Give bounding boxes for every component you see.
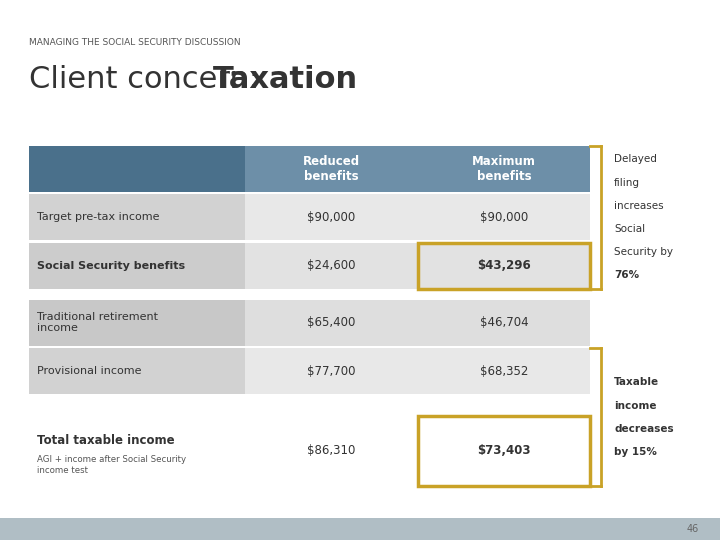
Bar	[245, 348, 418, 394]
Text: $90,000: $90,000	[480, 211, 528, 224]
Bar	[245, 194, 418, 240]
Text: $65,400: $65,400	[307, 316, 356, 329]
Bar	[245, 146, 418, 192]
Text: Target pre-tax income: Target pre-tax income	[37, 212, 160, 222]
Text: filing: filing	[614, 178, 640, 187]
Text: $77,700: $77,700	[307, 364, 356, 378]
Bar	[29, 146, 245, 192]
Text: Maximum
benefits: Maximum benefits	[472, 155, 536, 183]
Text: Client concern:: Client concern:	[29, 65, 269, 94]
Bar	[418, 348, 590, 394]
Text: $86,310: $86,310	[307, 444, 356, 457]
Bar	[29, 243, 245, 289]
Bar	[418, 146, 590, 192]
Bar	[0, 518, 720, 540]
Text: Delayed: Delayed	[614, 154, 657, 164]
Bar	[29, 194, 245, 240]
Text: increases: increases	[614, 201, 664, 211]
Bar	[418, 300, 590, 346]
Bar	[418, 194, 590, 240]
Text: Security by: Security by	[614, 247, 673, 257]
Text: MANAGING THE SOCIAL SECURITY DISCUSSION: MANAGING THE SOCIAL SECURITY DISCUSSION	[29, 38, 240, 47]
Text: $46,704: $46,704	[480, 316, 528, 329]
Text: Total taxable income: Total taxable income	[37, 434, 175, 447]
Bar	[418, 243, 590, 289]
Text: by 15%: by 15%	[614, 447, 657, 457]
Text: Provisional income: Provisional income	[37, 366, 142, 376]
Text: AGI + income after Social Security
income test: AGI + income after Social Security incom…	[37, 455, 186, 475]
Bar	[29, 300, 245, 346]
Bar	[245, 243, 418, 289]
Text: $90,000: $90,000	[307, 211, 356, 224]
Text: Taxable: Taxable	[614, 377, 660, 387]
Text: 46: 46	[686, 524, 698, 534]
Bar	[245, 300, 418, 346]
Text: $68,352: $68,352	[480, 364, 528, 378]
Text: 76%: 76%	[614, 271, 639, 280]
Text: Taxation: Taxation	[212, 65, 358, 94]
Text: Social: Social	[614, 224, 645, 234]
Text: $24,600: $24,600	[307, 259, 356, 273]
Text: $73,403: $73,403	[477, 444, 531, 457]
Text: Social Security benefits: Social Security benefits	[37, 261, 186, 271]
Text: $43,296: $43,296	[477, 259, 531, 273]
Text: income: income	[614, 401, 657, 410]
Text: decreases: decreases	[614, 424, 674, 434]
Text: Reduced
benefits: Reduced benefits	[302, 155, 360, 183]
Bar	[29, 348, 245, 394]
Text: Traditional retirement
income: Traditional retirement income	[37, 312, 158, 333]
Bar	[418, 243, 590, 289]
